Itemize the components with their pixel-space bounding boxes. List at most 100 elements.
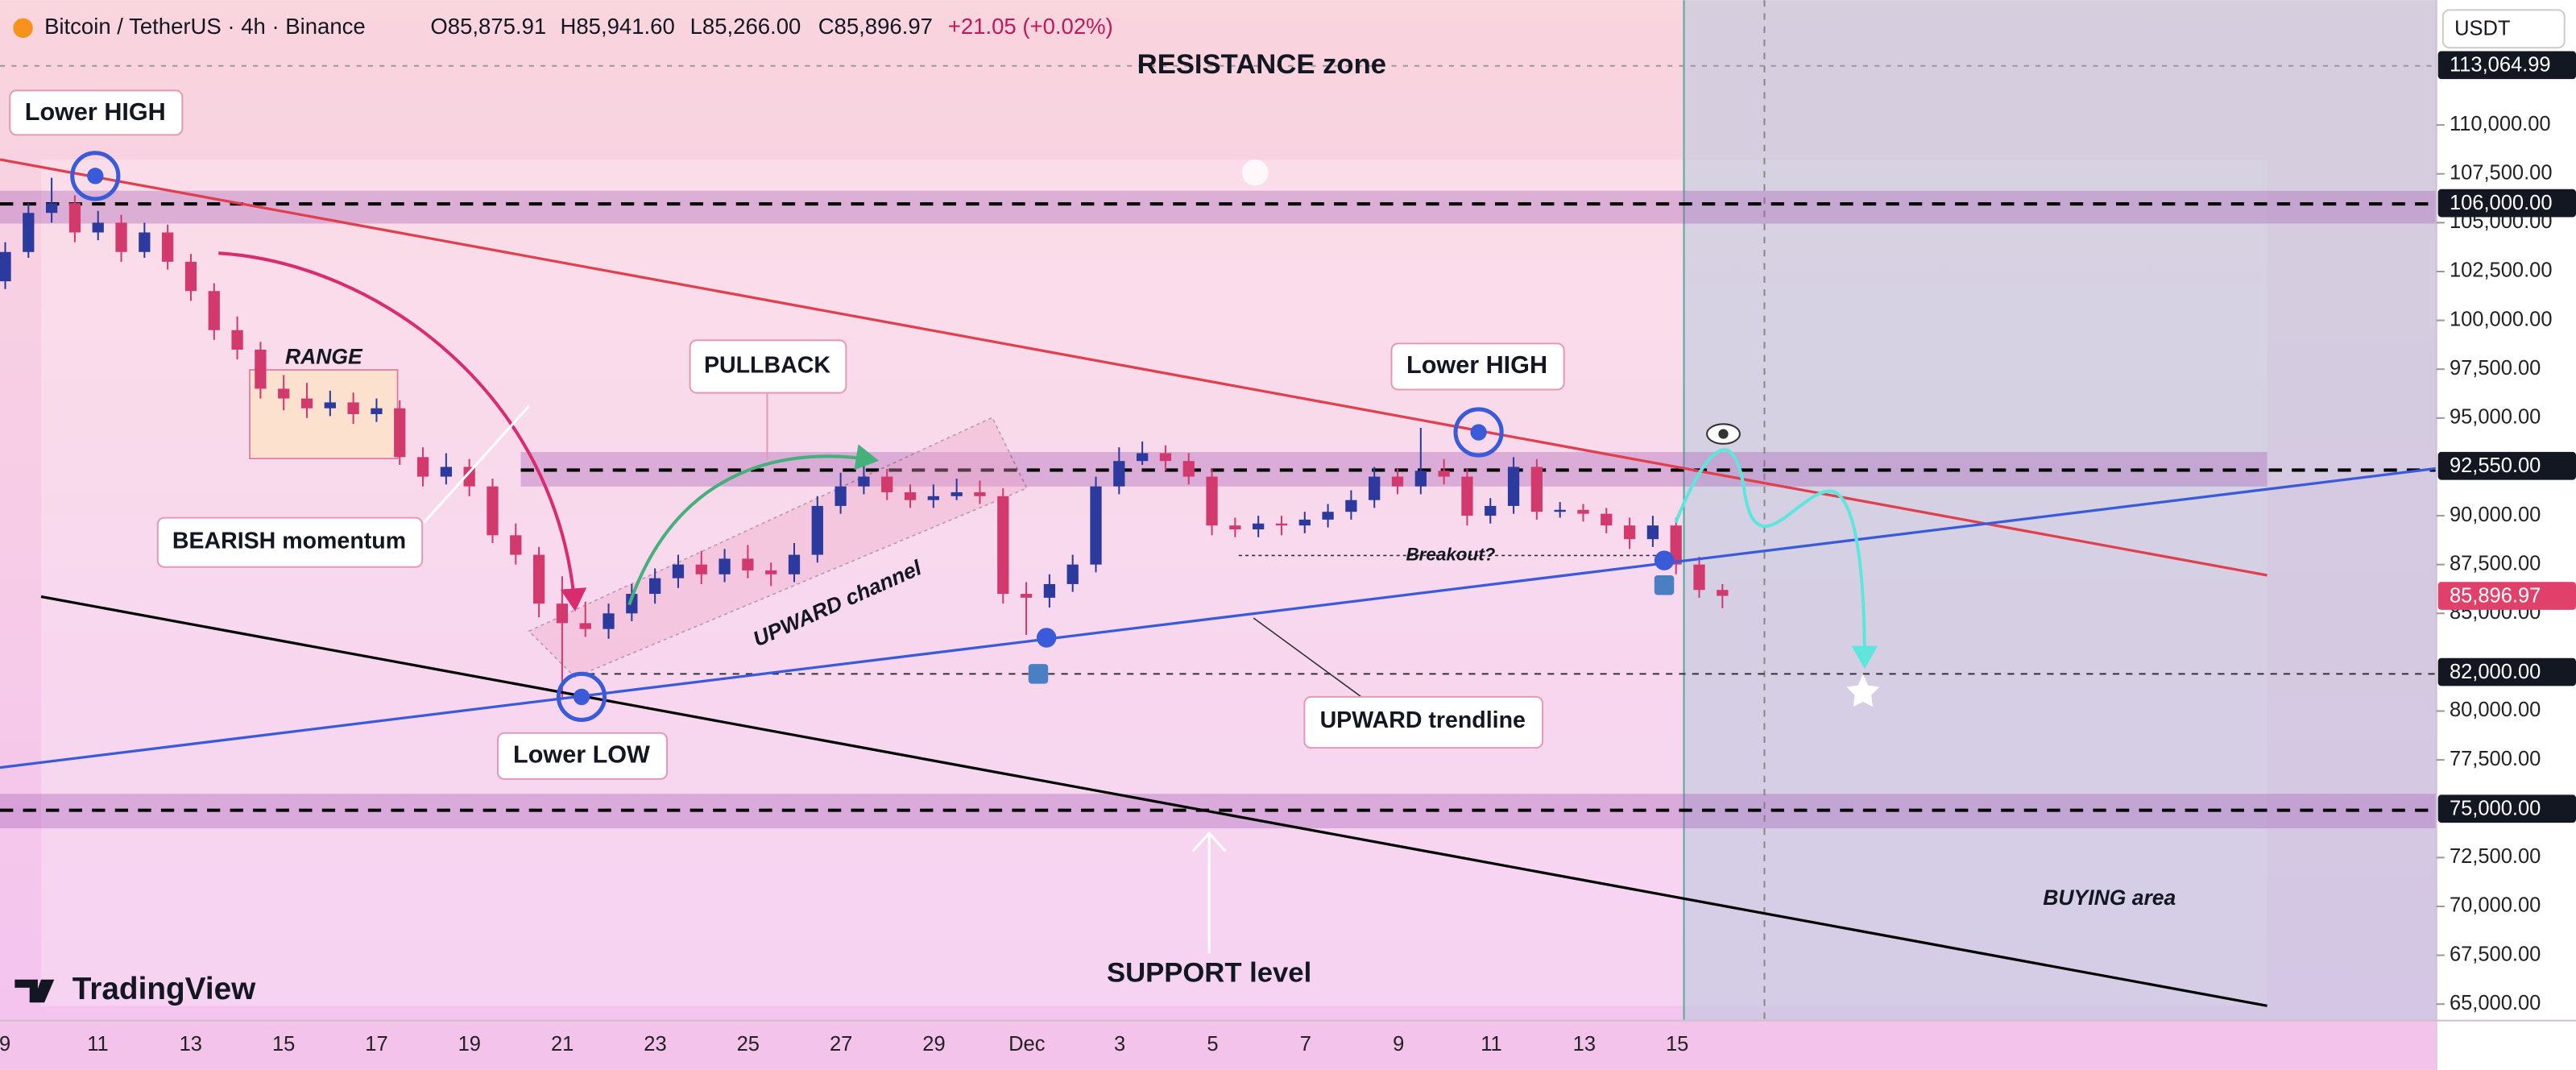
price-label: 72,500.00 [2450, 845, 2541, 868]
touch-point [1036, 628, 1057, 648]
annotation: BEARISH momentum [172, 529, 406, 554]
candle-body [695, 564, 707, 574]
currency-button[interactable] [2441, 9, 2566, 49]
price-tag-label: 75,000.00 [2450, 798, 2541, 820]
candle-body [556, 603, 569, 624]
candle-body [1485, 505, 1497, 516]
candle-body [1275, 523, 1288, 526]
date-label: 5 [1207, 1033, 1218, 1055]
candle-body [1253, 523, 1265, 530]
price-tag [2437, 582, 2576, 610]
candle-body [1646, 525, 1659, 540]
ohlc: O85,875.91 [430, 14, 546, 39]
down-trendline [0, 158, 2267, 577]
candle-body [1090, 486, 1102, 565]
price-tag-label: 113,064.99 [2450, 54, 2551, 77]
candle-body [463, 467, 475, 487]
candle-body [603, 613, 615, 629]
annotation: Lower HIGH [25, 98, 166, 126]
candle-body [1670, 525, 1682, 565]
candle-body [324, 402, 336, 409]
candle-body [927, 496, 939, 500]
pivot-marker [1453, 407, 1504, 458]
range-box [249, 369, 399, 459]
pivot-marker [573, 688, 590, 706]
candle-body [1066, 564, 1079, 584]
brand: TradingView [72, 972, 256, 1006]
price-axis [2436, 0, 2576, 1070]
candle-body [184, 261, 197, 292]
candle-body [1298, 519, 1311, 526]
date-label: 15 [1666, 1033, 1688, 1055]
candle-body [974, 491, 986, 496]
event-icon [1241, 159, 1269, 186]
candle-body [416, 457, 429, 477]
candle-body [719, 558, 731, 574]
date-label: 9 [0, 1033, 10, 1055]
touch-point [1654, 550, 1675, 570]
price-label: 97,500.00 [2450, 357, 2541, 379]
price-label: 90,000.00 [2450, 504, 2541, 526]
candle-body [1345, 500, 1357, 512]
date-label: 13 [180, 1033, 202, 1055]
candle-body [1601, 513, 1613, 526]
candle-body [1206, 476, 1218, 526]
candle-body [1229, 525, 1241, 530]
candle-body [394, 408, 406, 458]
annotation: PULLBACK [704, 352, 830, 378]
candle-body [139, 232, 151, 252]
price-label: 110,000.00 [2450, 113, 2551, 135]
currency[interactable]: USDT [2454, 18, 2510, 40]
candle-body [1530, 467, 1543, 512]
target-star [1846, 674, 1880, 707]
annotation: RESISTANCE zone [1137, 49, 1386, 80]
candle-body [788, 554, 801, 574]
candles [0, 177, 1729, 698]
candle-body [278, 388, 290, 399]
momentum-arrow [218, 251, 587, 612]
candle-body [1136, 453, 1149, 462]
callout-box [496, 732, 669, 780]
price-label: 77,500.00 [2450, 748, 2541, 770]
callout-pointer [1253, 617, 1365, 699]
candle-body [904, 491, 917, 500]
support-arrow [1191, 831, 1227, 852]
candle-body [1020, 594, 1033, 598]
lower-trendline [40, 595, 2267, 1007]
candle-body [487, 486, 499, 536]
callout-pointer [423, 404, 530, 524]
eye-icon [1718, 429, 1729, 439]
candle-body [23, 213, 35, 252]
price-tag-label: 106,000.00 [2450, 192, 2553, 214]
ohlc: C85,896.97 [818, 14, 933, 39]
date-label: 27 [830, 1033, 852, 1055]
candle-body [532, 554, 545, 604]
price-label: 80,000.00 [2450, 699, 2541, 721]
price-tag-label: 92,550.00 [2450, 454, 2541, 477]
projection-area [1684, 0, 2437, 1021]
candle-body [208, 291, 220, 330]
candle-body [1438, 471, 1450, 477]
plot: RESISTANCE zone Lower HIGH RANGE PULLBAC… [0, 0, 2437, 1021]
candle-body [1113, 461, 1125, 487]
pivot-marker [1470, 424, 1487, 441]
candle-body [649, 578, 661, 595]
date-label: 3 [1114, 1033, 1125, 1055]
time-axis [0, 1020, 2437, 1070]
candle-body [835, 486, 847, 506]
date-label: 7 [1300, 1033, 1311, 1055]
price-label: 87,500.00 [2450, 552, 2541, 574]
date-label: 23 [644, 1033, 666, 1055]
date-label: Dec [1008, 1033, 1046, 1055]
coin-icon [13, 18, 33, 39]
candle-body [672, 564, 685, 579]
candle-body [68, 203, 81, 233]
price-label: 67,500.00 [2450, 943, 2541, 965]
candle-body [1717, 590, 1729, 596]
candle-body [742, 558, 754, 570]
pivot-marker [87, 168, 104, 185]
price-label: 65,000.00 [2450, 992, 2541, 1014]
candle-body [162, 232, 174, 262]
price-label: 70,000.00 [2450, 894, 2541, 917]
